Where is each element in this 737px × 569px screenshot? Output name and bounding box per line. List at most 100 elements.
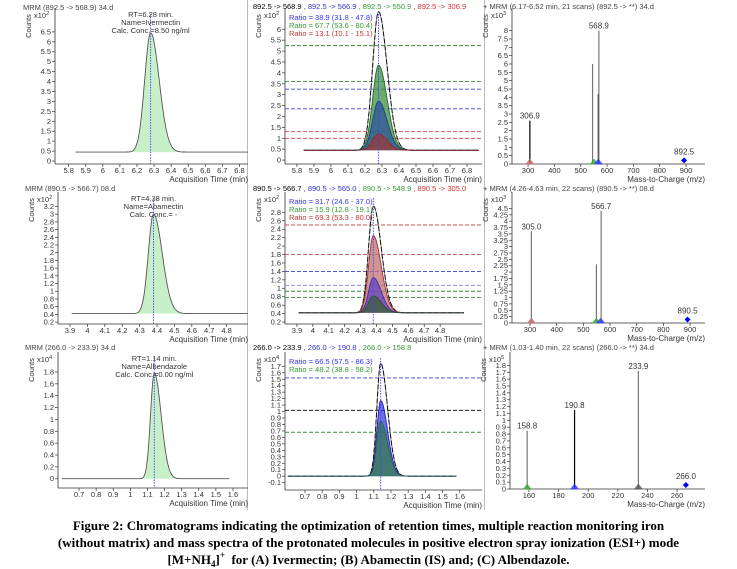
x-tick-label: 800 xyxy=(653,166,666,175)
y-tick-label: 2.4 xyxy=(44,233,54,242)
multiplier-exponent: 2 xyxy=(276,11,279,17)
transition-label: , 890.5 -> 565.0 xyxy=(302,184,357,193)
x-tick-label: 1.2 xyxy=(386,492,396,501)
x-tick-label: 4.6 xyxy=(187,326,197,335)
y-tick-label: 1.75 xyxy=(493,274,508,283)
y-tick-label: 1 xyxy=(504,143,508,152)
y-tick-label: 0.1 xyxy=(271,465,281,474)
y-tick-label: 2.8 xyxy=(271,208,281,217)
x-tick-label: 0.8 xyxy=(317,492,327,501)
x-tick-label: 6.4 xyxy=(166,166,176,175)
y-tick-label: 0 xyxy=(47,157,51,166)
x-tick-label: 1.3 xyxy=(176,490,186,499)
x-tick-label: 900 xyxy=(684,325,697,334)
y-tick-label: 1.5 xyxy=(41,127,51,136)
x-axis-label: Acquisition Time (min) xyxy=(403,175,482,184)
y-tick-label: 1.8 xyxy=(44,367,54,376)
y-tick-label: 0.4 xyxy=(271,309,281,318)
x-tick-label: 0.7 xyxy=(74,490,84,499)
y-axis-label: Counts xyxy=(254,358,263,382)
peak-mz-label: 566.7 xyxy=(591,202,612,211)
y-tick-label: 7 xyxy=(504,43,508,52)
y-tick-label: 0.8 xyxy=(44,294,54,303)
x-tick-label: 1.1 xyxy=(142,490,152,499)
y-tick-label: 1.5 xyxy=(498,135,508,144)
y-tick-label: 1 xyxy=(50,287,54,296)
x-tick-label: 4.8 xyxy=(221,326,231,335)
transition-label: 890.5 -> 566.7 xyxy=(253,184,302,193)
ratio-label: Ratio = 38.9 (31.8 - 47.8) xyxy=(289,13,373,22)
x-tick-label: 4 xyxy=(311,326,315,335)
peak-annotation: Calc. Conc.= - xyxy=(130,210,178,219)
panel-divider xyxy=(484,0,485,510)
y-tick-label: 0.75 xyxy=(493,299,508,308)
y-axis-label: Counts xyxy=(27,358,36,382)
y-tick-label: 0.8 xyxy=(271,420,281,429)
y-multiplier: x104 xyxy=(37,355,52,364)
transition-label: , 890.5 -> 548.9 xyxy=(356,184,411,193)
y-tick-label: 2.5 xyxy=(271,101,281,110)
x-tick-label: 6.8 xyxy=(234,166,244,175)
x-tick-label: 4.2 xyxy=(339,326,349,335)
ratio-label: Ratio = 48.2 (38.8 - 58.2) xyxy=(289,365,373,374)
x-tick-label: 600 xyxy=(604,325,617,334)
y-tick-label: 6.5 xyxy=(498,51,508,60)
y-tick-label: 5.5 xyxy=(498,68,508,77)
transition-label: 266.0 -> 233.9 xyxy=(253,343,302,352)
peak-mz-label: 190.8 xyxy=(565,401,586,410)
y-tick-label: 2.2 xyxy=(271,233,281,242)
chart-title: MRM (892.5 -> 568.9) 34.d xyxy=(23,3,113,12)
y-tick-label: 2.4 xyxy=(271,225,281,234)
multiplier-exponent: 2 xyxy=(276,195,279,201)
x-tick-label: 4.7 xyxy=(419,326,429,335)
x-tick-label: 6.5 xyxy=(183,166,193,175)
x-tick-label: 700 xyxy=(630,325,643,334)
y-tick-label: 1.6 xyxy=(496,375,506,384)
x-tick-label: 1.5 xyxy=(437,492,447,501)
y-tick-label: 0.2 xyxy=(496,471,506,480)
y-tick-label: 1.7 xyxy=(496,368,506,377)
x-tick-label: 3.9 xyxy=(292,326,302,335)
y-tick-label: 1.6 xyxy=(271,368,281,377)
chart-panel-ratio: 266.0 -> 233.9 , 266.0 -> 190.8 , 266.0 … xyxy=(253,343,482,510)
peak-fill xyxy=(298,277,464,313)
y-tick-label: 1.4 xyxy=(271,267,281,276)
y-tick-label: 1.5 xyxy=(496,382,506,391)
peak-fill xyxy=(71,214,248,314)
y-tick-label: 0 xyxy=(504,319,508,328)
y-tick-label: 0 xyxy=(277,472,281,481)
x-axis-label: Acquisition Time (min) xyxy=(169,499,248,508)
peak-annotation: RT=4.38 min. xyxy=(131,194,176,203)
x-tick-label: 6 xyxy=(329,166,333,175)
y-axis-label: Counts xyxy=(481,198,490,222)
x-axis-label: Mass-to-Charge (m/z) xyxy=(627,500,705,509)
y-tick-label: 2.25 xyxy=(493,261,508,270)
y-tick-label: 2.6 xyxy=(44,225,54,234)
x-tick-label: 400 xyxy=(550,325,563,334)
y-tick-label: 0 xyxy=(502,485,506,494)
y-tick-label: 1 xyxy=(277,134,281,143)
y-axis-label: Counts xyxy=(254,14,263,38)
y-tick-label: 1.4 xyxy=(44,391,54,400)
y-tick-label: 4.5 xyxy=(498,85,508,94)
y-tick-label: 1.6 xyxy=(44,264,54,273)
x-tick-label: 6.2 xyxy=(360,166,370,175)
caption-compounds: for (A) Ivermectin; (B) Abamectin (IS) a… xyxy=(224,552,570,567)
x-tick-label: 4.6 xyxy=(403,326,413,335)
y-tick-label: 0.4 xyxy=(271,446,281,455)
y-tick-label: 0.6 xyxy=(271,301,281,310)
y-tick-label: 0.6 xyxy=(271,433,281,442)
x-tick-label: 0.9 xyxy=(334,492,344,501)
y-tick-label: 1.4 xyxy=(44,271,54,280)
caption-line: Figure 2: Chromatograms indicating the o… xyxy=(72,518,665,533)
chart-title: MRM (890.5 -> 566.7) 08.d xyxy=(25,184,115,193)
transition-triangle-icon xyxy=(525,158,535,165)
x-axis-label: Acquisition Time (min) xyxy=(169,335,248,344)
y-tick-label: 1.2 xyxy=(271,394,281,403)
x-tick-label: 900 xyxy=(680,166,693,175)
x-tick-label: 1.5 xyxy=(211,490,221,499)
y-tick-label: 0.5 xyxy=(41,147,51,156)
x-tick-label: 4.8 xyxy=(435,326,445,335)
x-tick-label: 4.3 xyxy=(134,326,144,335)
